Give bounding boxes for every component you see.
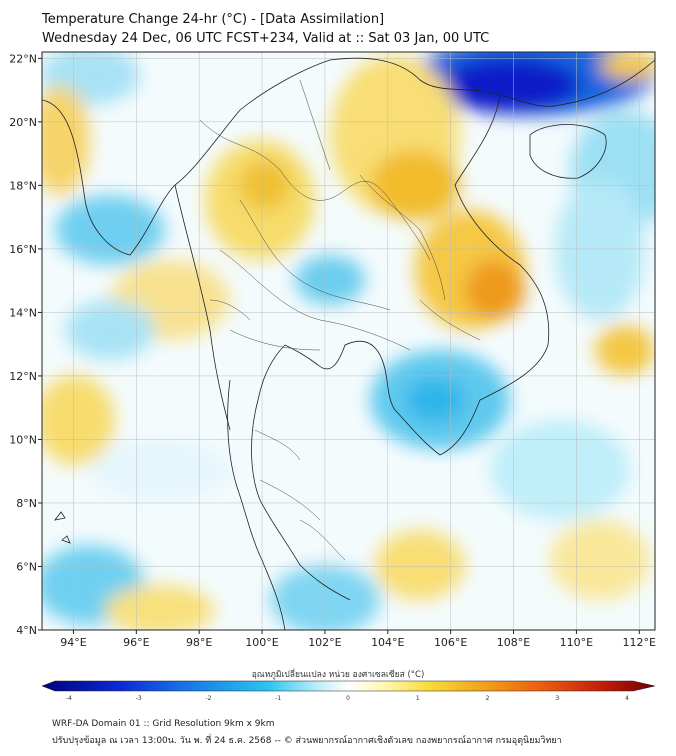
lon-tick-label: 102°E <box>308 636 341 649</box>
colorbar-tick-label: -1 <box>275 695 281 702</box>
colorbar-tick-label: 3 <box>555 695 559 702</box>
lon-tick-label: 108°E <box>497 636 530 649</box>
lon-tick-label: 96°E <box>123 636 149 649</box>
temperature-field <box>42 52 655 630</box>
lon-tick-label: 98°E <box>186 636 212 649</box>
lon-tick-label: 104°E <box>371 636 404 649</box>
longitude-ticks: 94°E 96°E 98°E 100°E 102°E 104°E 106°E 108°E 110… <box>60 630 656 649</box>
lon-tick-label: 112°E <box>623 636 656 649</box>
colorbar-title: อุณหภูมิเปลี่ยนแปลง หน่วย องศาเซลเซียส (… <box>251 670 425 680</box>
lat-tick-label: 16°N <box>9 243 37 256</box>
colorbar-tick-label: -3 <box>136 695 142 702</box>
lon-tick-label: 100°E <box>245 636 278 649</box>
colorbar-tick-label: 2 <box>486 695 490 702</box>
lon-tick-label: 94°E <box>60 636 86 649</box>
lon-tick-label: 106°E <box>434 636 467 649</box>
footer-model-info: WRF-DA Domain 01 :: Grid Resolution 9km … <box>52 719 275 729</box>
footer-credit: ปรับปรุงข้อมูล ณ เวลา 13:00น. วัน พ. ที่… <box>52 736 562 746</box>
colorbar-tick-label: 0 <box>346 695 350 702</box>
lat-tick-label: 8°N <box>16 497 37 510</box>
lat-tick-label: 6°N <box>16 560 37 573</box>
latitude-ticks: 22°N 20°N 18°N 16°N 14°N 12°N 10°N 8°N 6°N 4°N <box>9 52 42 637</box>
colorbar-tick-label: -4 <box>66 695 72 702</box>
lat-tick-label: 18°N <box>9 179 37 192</box>
colorbar-tick-label: -2 <box>206 695 212 702</box>
lat-tick-label: 22°N <box>9 52 37 65</box>
lon-tick-label: 110°E <box>560 636 593 649</box>
colorbar-ticks: -4 -3 -2 -1 0 1 2 3 4 <box>66 695 629 702</box>
colorbar-tick-label: 4 <box>625 695 629 702</box>
chart-title: Temperature Change 24-hr (°C) - [Data As… <box>42 12 385 27</box>
lat-tick-label: 10°N <box>9 433 37 446</box>
coastlines <box>42 57 655 630</box>
colorbar: -4 -3 -2 -1 0 1 2 3 4 <box>41 680 656 702</box>
lat-tick-label: 20°N <box>9 116 37 129</box>
admin-borders <box>199 79 481 561</box>
graticule <box>42 52 655 630</box>
colorbar-gradient <box>41 680 656 692</box>
lat-tick-label: 4°N <box>16 624 37 637</box>
lat-tick-label: 14°N <box>9 306 37 319</box>
colorbar-tick-label: 1 <box>416 695 420 702</box>
lat-tick-label: 12°N <box>9 370 37 383</box>
chart-subtitle: Wednesday 24 Dec, 06 UTC FCST+234, Valid… <box>42 31 490 46</box>
map-frame <box>41 51 656 631</box>
